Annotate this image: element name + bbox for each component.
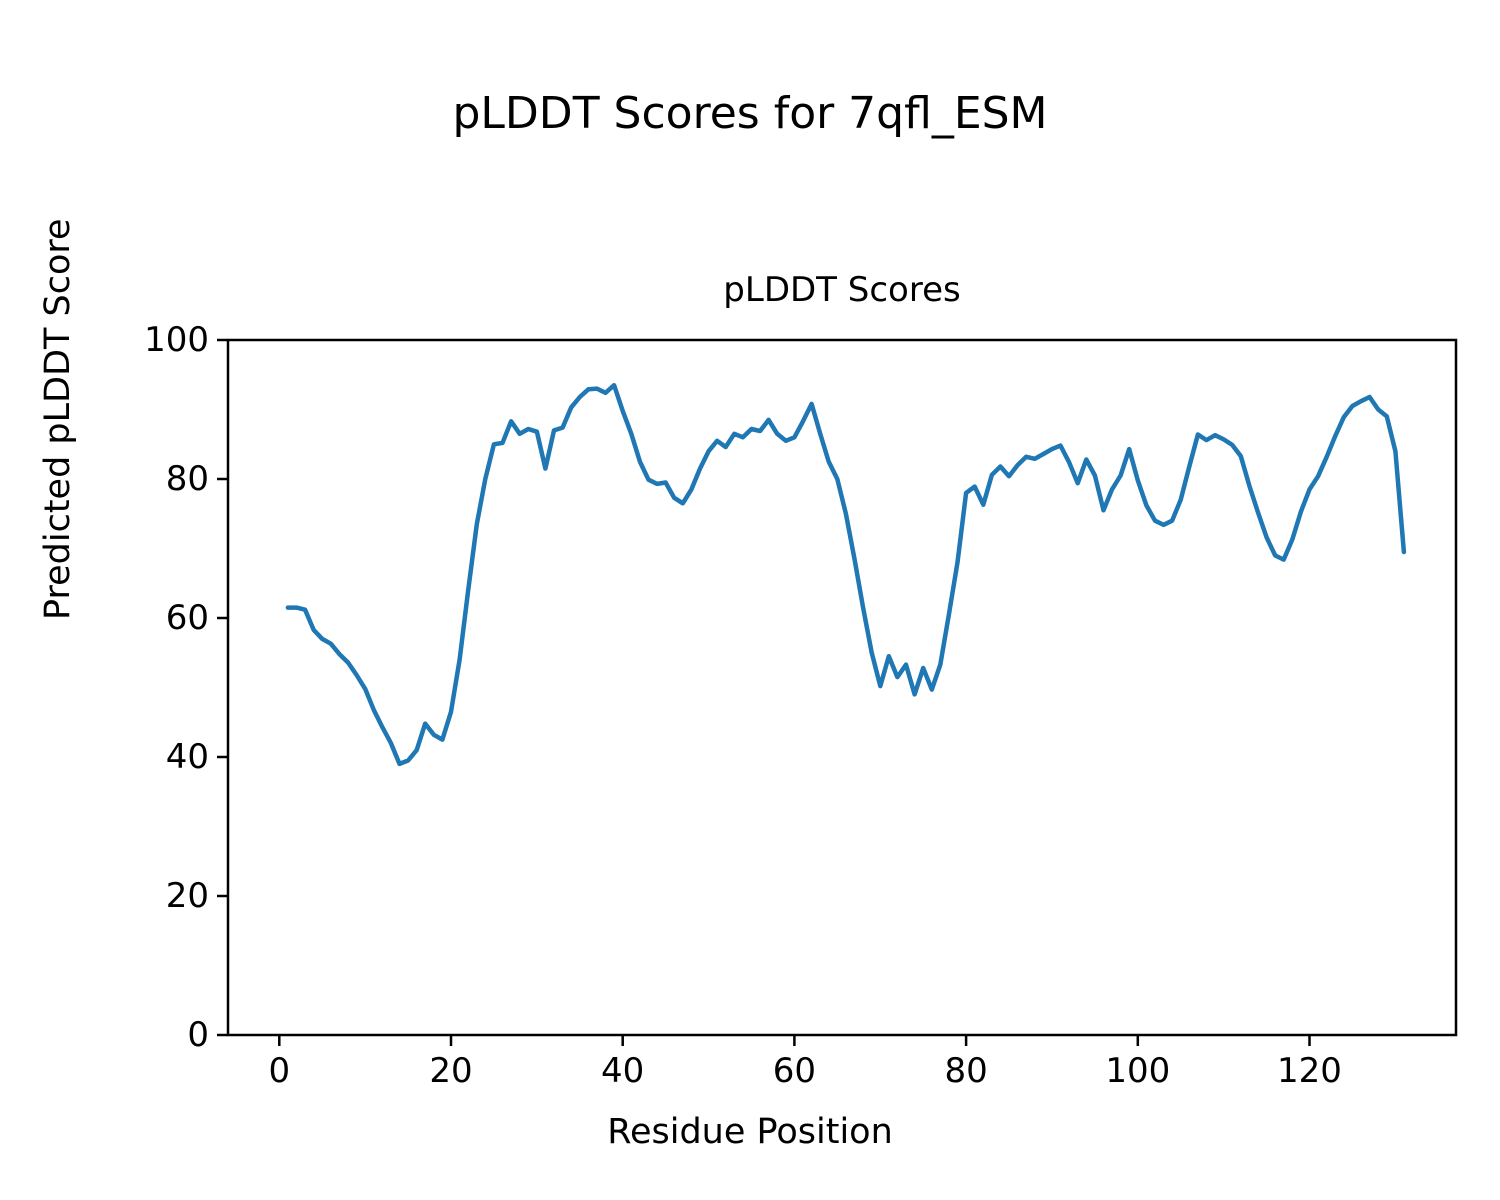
axes-title: pLDDT Scores [723,270,961,310]
x-tick-label: 20 [429,1051,473,1091]
x-tick-label: 120 [1277,1051,1342,1091]
x-tick-label: 0 [268,1051,291,1091]
x-tick-label: 100 [1105,1051,1171,1091]
y-tick-label: 100 [144,320,209,360]
y-tick-label: 20 [165,876,209,916]
y-tick-label: 40 [165,737,209,777]
axes-frame [226,338,1458,1037]
x-tick-label: 60 [772,1051,817,1091]
figure-title: pLDDT Scores for 7qfl_ESM [452,88,1048,139]
x-tick-label: 80 [944,1051,988,1091]
x-tick-label: 40 [601,1051,645,1091]
y-tick-label: 60 [165,598,209,638]
plot-area [217,338,1458,1046]
y-tick-label: 80 [165,459,209,499]
plddt-line [285,382,1407,767]
y-tick-label: 0 [187,1015,209,1055]
x-axis-label: Residue Position [607,1112,893,1152]
axis-ticks [217,338,1311,1046]
y-axis-label: Predicted pLDDT Score [38,218,78,620]
